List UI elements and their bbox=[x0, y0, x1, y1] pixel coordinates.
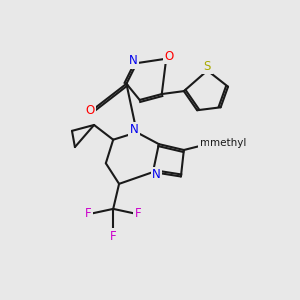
Text: O: O bbox=[164, 50, 173, 63]
Text: S: S bbox=[204, 60, 211, 73]
Text: methyl: methyl bbox=[200, 138, 236, 148]
Text: N: N bbox=[152, 168, 161, 181]
Text: N: N bbox=[129, 124, 138, 136]
Text: methyl: methyl bbox=[210, 138, 246, 148]
Text: O: O bbox=[85, 104, 94, 117]
Text: N: N bbox=[129, 54, 138, 67]
Text: F: F bbox=[85, 207, 92, 220]
Text: F: F bbox=[110, 230, 116, 243]
Text: F: F bbox=[135, 207, 142, 220]
